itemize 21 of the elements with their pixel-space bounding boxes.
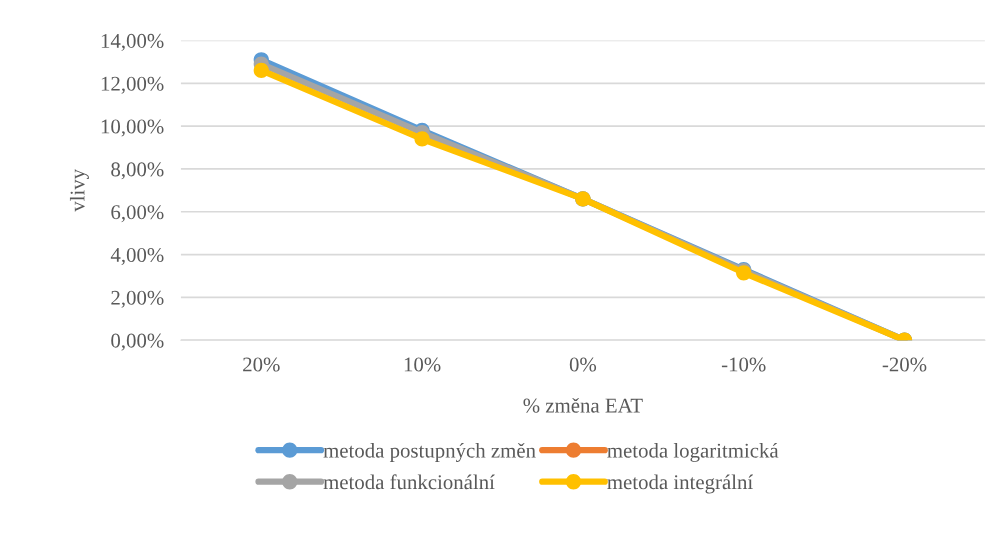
y-tick-label: 8,00%	[111, 162, 164, 180]
legend-label: metoda integrální	[607, 474, 753, 494]
y-tick-label: 10,00%	[101, 119, 164, 137]
y-tick-label: 4,00%	[110, 247, 164, 265]
x-tick-label: 10%	[404, 357, 441, 372]
x-tick-label: -10%	[721, 357, 766, 372]
legend-label: metoda logaritmická	[607, 442, 779, 462]
y-tick-label: 0,00%	[111, 333, 164, 351]
x-tick-label: -20%	[882, 357, 927, 372]
legend-label: metoda funkcionální	[323, 474, 495, 490]
y-tick-label: 12,00%	[101, 76, 164, 94]
x-tick-label: 20%	[243, 357, 280, 372]
point	[253, 62, 269, 79]
legend-label: metoda postupných změn	[323, 442, 536, 462]
x-tick-label: 0%	[569, 357, 597, 372]
y-axis-title: vlivy	[69, 169, 89, 212]
y-tick-label: 14,00%	[101, 33, 164, 51]
point	[414, 131, 430, 147]
y-tick-label: 6,00%	[111, 205, 164, 223]
y-tick-label: 2,00%	[111, 290, 164, 308]
x-axis-title: % změna EAT	[523, 397, 643, 413]
